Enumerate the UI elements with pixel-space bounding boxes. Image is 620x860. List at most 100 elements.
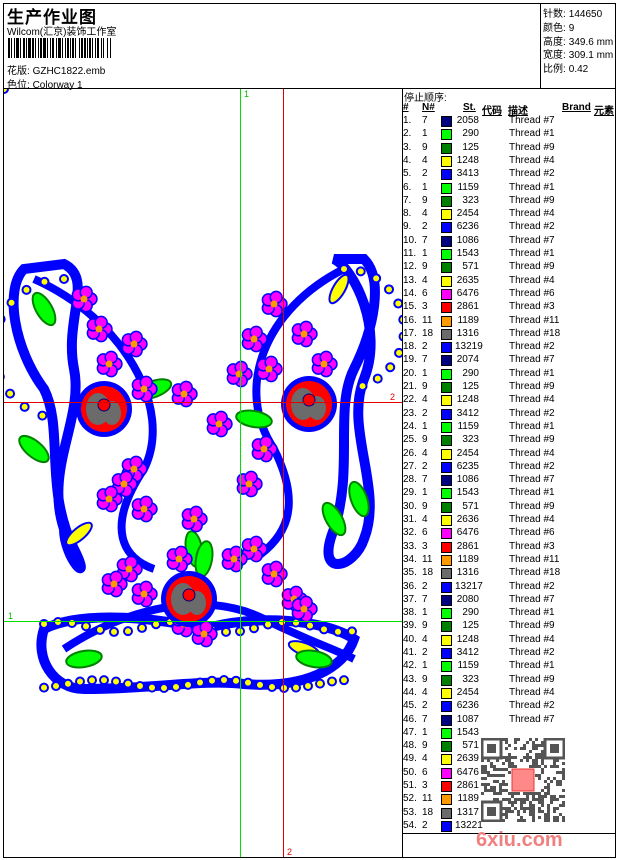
row-description: Thread #18 xyxy=(509,567,561,579)
table-row: 32. 6 6476 Thread #6 xyxy=(403,527,555,540)
barcode-bar xyxy=(97,38,99,58)
scallop-dot xyxy=(207,675,217,686)
color-swatch xyxy=(441,395,452,407)
barcode xyxy=(8,38,152,58)
scallop-dot xyxy=(87,675,97,686)
row-stitches: 13219 xyxy=(455,341,483,353)
info-value: 9 xyxy=(568,23,575,34)
flower-center xyxy=(250,545,258,553)
row-stitches: 2454 xyxy=(456,447,479,459)
barcode-bar xyxy=(65,38,66,58)
color-swatch xyxy=(441,461,452,473)
flower-center xyxy=(110,580,118,588)
col-header-n: N# xyxy=(422,102,435,113)
table-row: 21. 9 125 Thread #9 xyxy=(403,381,555,394)
barcode-bar xyxy=(26,38,27,58)
row-description: Thread #2 xyxy=(509,580,555,592)
row-needle: 9 xyxy=(422,620,428,632)
row-stitches: 1248 xyxy=(456,154,479,166)
table-row: 18. 2 13219 Thread #2 xyxy=(403,341,555,354)
row-index: 43. xyxy=(403,673,417,685)
rose-center xyxy=(182,588,196,602)
color-swatch xyxy=(441,661,452,673)
row-needle: 2 xyxy=(422,819,428,831)
table-row: 36. 2 13217 Thread #2 xyxy=(403,581,555,594)
row-description: Thread #2 xyxy=(509,341,555,353)
row-index: 18. xyxy=(403,341,417,353)
scallop-dot xyxy=(183,679,193,690)
row-description: Thread #9 xyxy=(509,194,555,206)
row-description: Thread #7 xyxy=(509,115,555,126)
scallop-dot xyxy=(319,624,329,635)
row-needle: 4 xyxy=(422,753,428,765)
barcode-bar xyxy=(56,38,57,58)
info-value: 349.6 mm xyxy=(568,37,614,48)
flower-center xyxy=(300,330,308,338)
colorway-value: Colorway 1 xyxy=(32,80,83,91)
table-row: 43. 9 323 Thread #9 xyxy=(403,673,555,687)
color-swatch xyxy=(441,475,452,487)
info-label: 颜色: xyxy=(543,23,566,34)
barcode-bar xyxy=(52,38,54,58)
info-label: 比例: xyxy=(543,64,566,75)
scallop-dot xyxy=(231,675,241,686)
row-needle: 2 xyxy=(422,407,428,419)
row-needle: 4 xyxy=(422,633,428,645)
row-description: Thread #1 xyxy=(509,367,555,379)
row-needle: 1 xyxy=(422,367,428,379)
row-description: Thread #2 xyxy=(509,460,555,472)
color-swatch xyxy=(441,634,452,646)
color-swatch xyxy=(441,515,452,526)
scallop-dot xyxy=(372,373,383,384)
row-index: 21. xyxy=(403,381,417,392)
flower-center xyxy=(320,360,328,368)
row-description: Thread #4 xyxy=(509,274,555,286)
row-stitches: 13221 xyxy=(455,819,483,831)
row-description: Thread #7 xyxy=(509,713,555,725)
leaf xyxy=(321,501,347,537)
row-stitches: 1189 xyxy=(457,553,479,565)
guide-horizontal-1[interactable] xyxy=(4,621,402,622)
row-stitches: 1087 xyxy=(456,713,479,725)
scallop-dot xyxy=(147,682,157,693)
row-index: 8. xyxy=(403,208,412,220)
row-needle: 7 xyxy=(422,234,428,246)
row-index: 51. xyxy=(403,780,417,791)
color-swatch xyxy=(441,302,452,314)
row-index: 13. xyxy=(403,274,417,286)
color-swatch xyxy=(441,488,452,500)
row-needle: 2 xyxy=(422,700,428,712)
guide-vertical-1[interactable] xyxy=(240,89,241,857)
info-value: 144650 xyxy=(568,9,603,20)
row-stitches: 2080 xyxy=(456,593,479,605)
row-description: Thread #1 xyxy=(509,248,555,259)
row-index: 49. xyxy=(403,753,417,765)
flower-center xyxy=(230,555,238,563)
flower-center xyxy=(215,420,223,428)
barcode-bar xyxy=(103,38,104,58)
row-needle: 4 xyxy=(422,394,428,406)
row-stitches: 1086 xyxy=(456,234,479,246)
row-stitches: 2636 xyxy=(456,514,479,525)
row-description: Thread #7 xyxy=(509,234,555,246)
row-description: Thread #4 xyxy=(509,686,555,698)
scallop-dot xyxy=(393,298,402,309)
col-header-code: 代码 xyxy=(482,106,502,117)
row-stitches: 1159 xyxy=(457,420,479,432)
row-stitches: 571 xyxy=(462,261,479,273)
table-row: 13. 4 2635 Thread #4 xyxy=(403,274,555,288)
color-swatch xyxy=(441,275,452,287)
row-index: 46. xyxy=(403,713,417,725)
row-index: 48. xyxy=(403,740,417,752)
row-index: 42. xyxy=(403,660,417,672)
row-description: Thread #1 xyxy=(509,660,555,672)
row-description: Thread #7 xyxy=(509,474,555,486)
guide-vertical-2[interactable] xyxy=(283,89,284,857)
info-colors: 颜色: 9 xyxy=(543,19,574,34)
guide-horizontal-2[interactable] xyxy=(4,402,402,403)
table-row: 28. 7 1086 Thread #7 xyxy=(403,474,555,487)
table-row: 41. 2 3412 Thread #2 xyxy=(403,647,555,660)
row-index: 1. xyxy=(403,115,412,126)
paisley-outline xyxy=(8,258,86,574)
table-row: 39. 9 125 Thread #9 xyxy=(403,620,555,633)
